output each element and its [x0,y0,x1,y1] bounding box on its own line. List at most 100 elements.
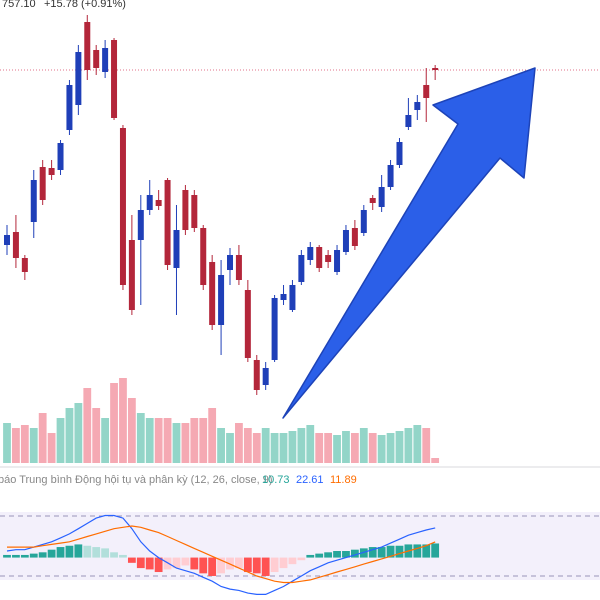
volume-bar [368,433,377,463]
macd-histogram-bar [377,547,386,558]
change-label: +15.78 (+0.91%) [44,0,126,10]
macd-histogram-bar [368,547,377,558]
candle-body [253,360,260,390]
macd-histogram-bar [306,554,315,558]
macd-histogram-bar [119,554,127,558]
candle-body [360,210,367,233]
candle-body [173,230,180,268]
macd-histogram-bar [154,557,163,573]
macd-histogram-bar [208,557,217,576]
candle-body [66,85,73,130]
volume-bar [386,433,395,463]
volume-bar [377,435,386,463]
macd-histogram-bar [342,551,350,558]
volume-bar [119,378,127,463]
volume-bar [235,423,243,463]
volume-bar [38,413,47,463]
volume-bar [47,433,56,463]
candle-body [289,285,296,310]
volume-bar [342,431,350,463]
candle-body [271,298,278,360]
macd-title: báo Trung bình Động hội tụ và phân kỳ (1… [0,474,273,486]
volume-bar [136,413,145,463]
candle-body [387,165,394,187]
candle-body [93,50,100,68]
volume-bar [56,418,65,463]
volume-bar [288,431,297,463]
volume-bar [208,408,217,463]
macd-histogram-bar [190,557,199,570]
candle-body [75,52,82,105]
candle-body [30,180,37,222]
candle-body [102,48,109,72]
macd-histogram-bar [252,557,261,574]
candle-body [21,258,28,272]
volume-bar [279,433,288,463]
signal-line [7,525,436,584]
macd-histogram-bar [386,545,395,558]
volume-bar [270,433,279,463]
volume-bar [154,418,163,463]
volume-bar [190,418,199,463]
macd-histogram-bar [127,557,136,563]
candle-body [84,22,91,70]
macd-histogram-bar [315,553,324,558]
candle-body [12,232,19,258]
macd-legend-value: 10.73 [262,474,290,486]
candle-body [111,40,118,118]
volume-bar [65,408,74,463]
volume-bar [297,428,306,463]
macd-histogram-bar [74,544,83,558]
price-label: 757.10 [2,0,36,10]
candle-body [244,290,251,358]
macd-histogram-bar [20,554,29,558]
macd-histogram-bar [83,545,92,558]
volume-bar [20,425,29,463]
volume-bar [306,425,315,463]
candle-body [39,167,46,200]
candle-body [182,190,189,230]
macd-histogram-bar [3,554,11,558]
trend-arrow [282,67,536,419]
volume-bar [181,423,190,463]
macd-histogram-bar [413,544,422,558]
candle-body [280,294,287,300]
candle-body [405,115,412,127]
volume-bar [3,423,11,463]
macd-histogram-bar [29,553,38,558]
candle-body [316,247,323,268]
macd-histogram-bar [38,552,47,558]
candle-body [119,128,126,285]
candle-body [48,168,55,175]
volume-bar [404,428,413,463]
macd-histogram-bar [288,557,297,565]
candle-body [396,142,403,165]
macd-histogram-bar [110,552,118,558]
macd-histogram-bar [422,544,431,558]
macd-histogram-bar [145,557,154,570]
macd-histogram-bar [136,557,145,569]
macd-line [6,514,436,595]
macd-histogram-bar [172,557,181,569]
macd-histogram-bar [270,557,279,573]
candle-body [342,230,349,252]
candle-body [325,255,332,262]
volume-bar [226,433,234,463]
macd-histogram-bar [243,557,252,573]
volume-bar [172,423,181,463]
candle-body [146,195,153,210]
candle-body [298,255,305,282]
volume-bar [110,383,118,463]
volume-bar [333,435,341,463]
macd-histogram-bar [324,552,333,558]
volume-bar [243,428,252,463]
volume-bar [101,418,110,463]
candle-body [227,255,233,270]
macd-histogram-bar [56,547,65,558]
macd-histogram-bar [12,554,20,558]
macd-band [0,512,600,580]
volume-bar [413,425,422,463]
volume-bar [74,403,83,463]
candle-body [423,85,430,98]
candle-body [155,200,162,206]
